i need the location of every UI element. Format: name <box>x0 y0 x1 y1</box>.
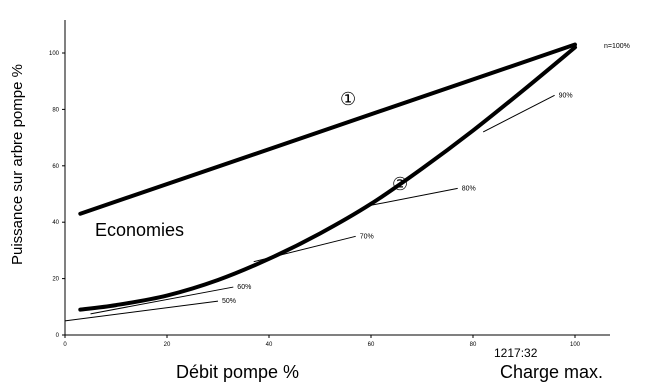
marker-1-label: ① <box>340 89 356 109</box>
speed-label: n=100% <box>604 43 630 50</box>
tangent-label: 50% <box>222 298 236 305</box>
x-tick-label: 80 <box>470 342 477 348</box>
y-axis-title: Puissance sur arbre pompe % <box>9 64 26 265</box>
x-tick-label: 20 <box>164 342 171 348</box>
y-tick-label: 60 <box>52 164 59 170</box>
series-1-line <box>78 42 577 216</box>
x-tick-label: 100 <box>570 342 581 348</box>
y-tick-label: 20 <box>52 277 59 283</box>
y-tick-label: 100 <box>49 51 60 57</box>
series-lines <box>78 42 577 312</box>
x-tick-label: 0 <box>63 342 67 348</box>
x-tick-label: 60 <box>368 342 375 348</box>
tangent-lines: 50%60% 70% 80% 90% <box>64 92 573 322</box>
tangent-label: 70% <box>360 233 374 240</box>
x-tick-label: 40 <box>266 342 273 348</box>
marker-2-label: ② <box>392 174 408 194</box>
tangent-line <box>64 300 219 322</box>
tangent-line <box>482 94 555 133</box>
economies-label: Economies <box>95 220 184 240</box>
axis-ticks: 0 20 40 60 80 100 0 20 40 60 80 100 <box>49 51 581 348</box>
tangent-label: 60% <box>237 284 251 291</box>
y-tick-label: 40 <box>52 220 59 226</box>
tangent-line <box>90 286 234 315</box>
figure-code: 1217:32 <box>494 346 538 360</box>
series-2-curve <box>78 45 577 312</box>
y-tick-label: 0 <box>56 333 60 339</box>
tangent-label: 90% <box>559 92 573 99</box>
tangent-line <box>370 187 458 206</box>
x-axis-title: Débit pompe % <box>176 362 299 382</box>
tangent-label: 80% <box>462 185 476 192</box>
charge-max-label: Charge max. <box>500 362 603 382</box>
y-tick-label: 80 <box>52 107 59 113</box>
